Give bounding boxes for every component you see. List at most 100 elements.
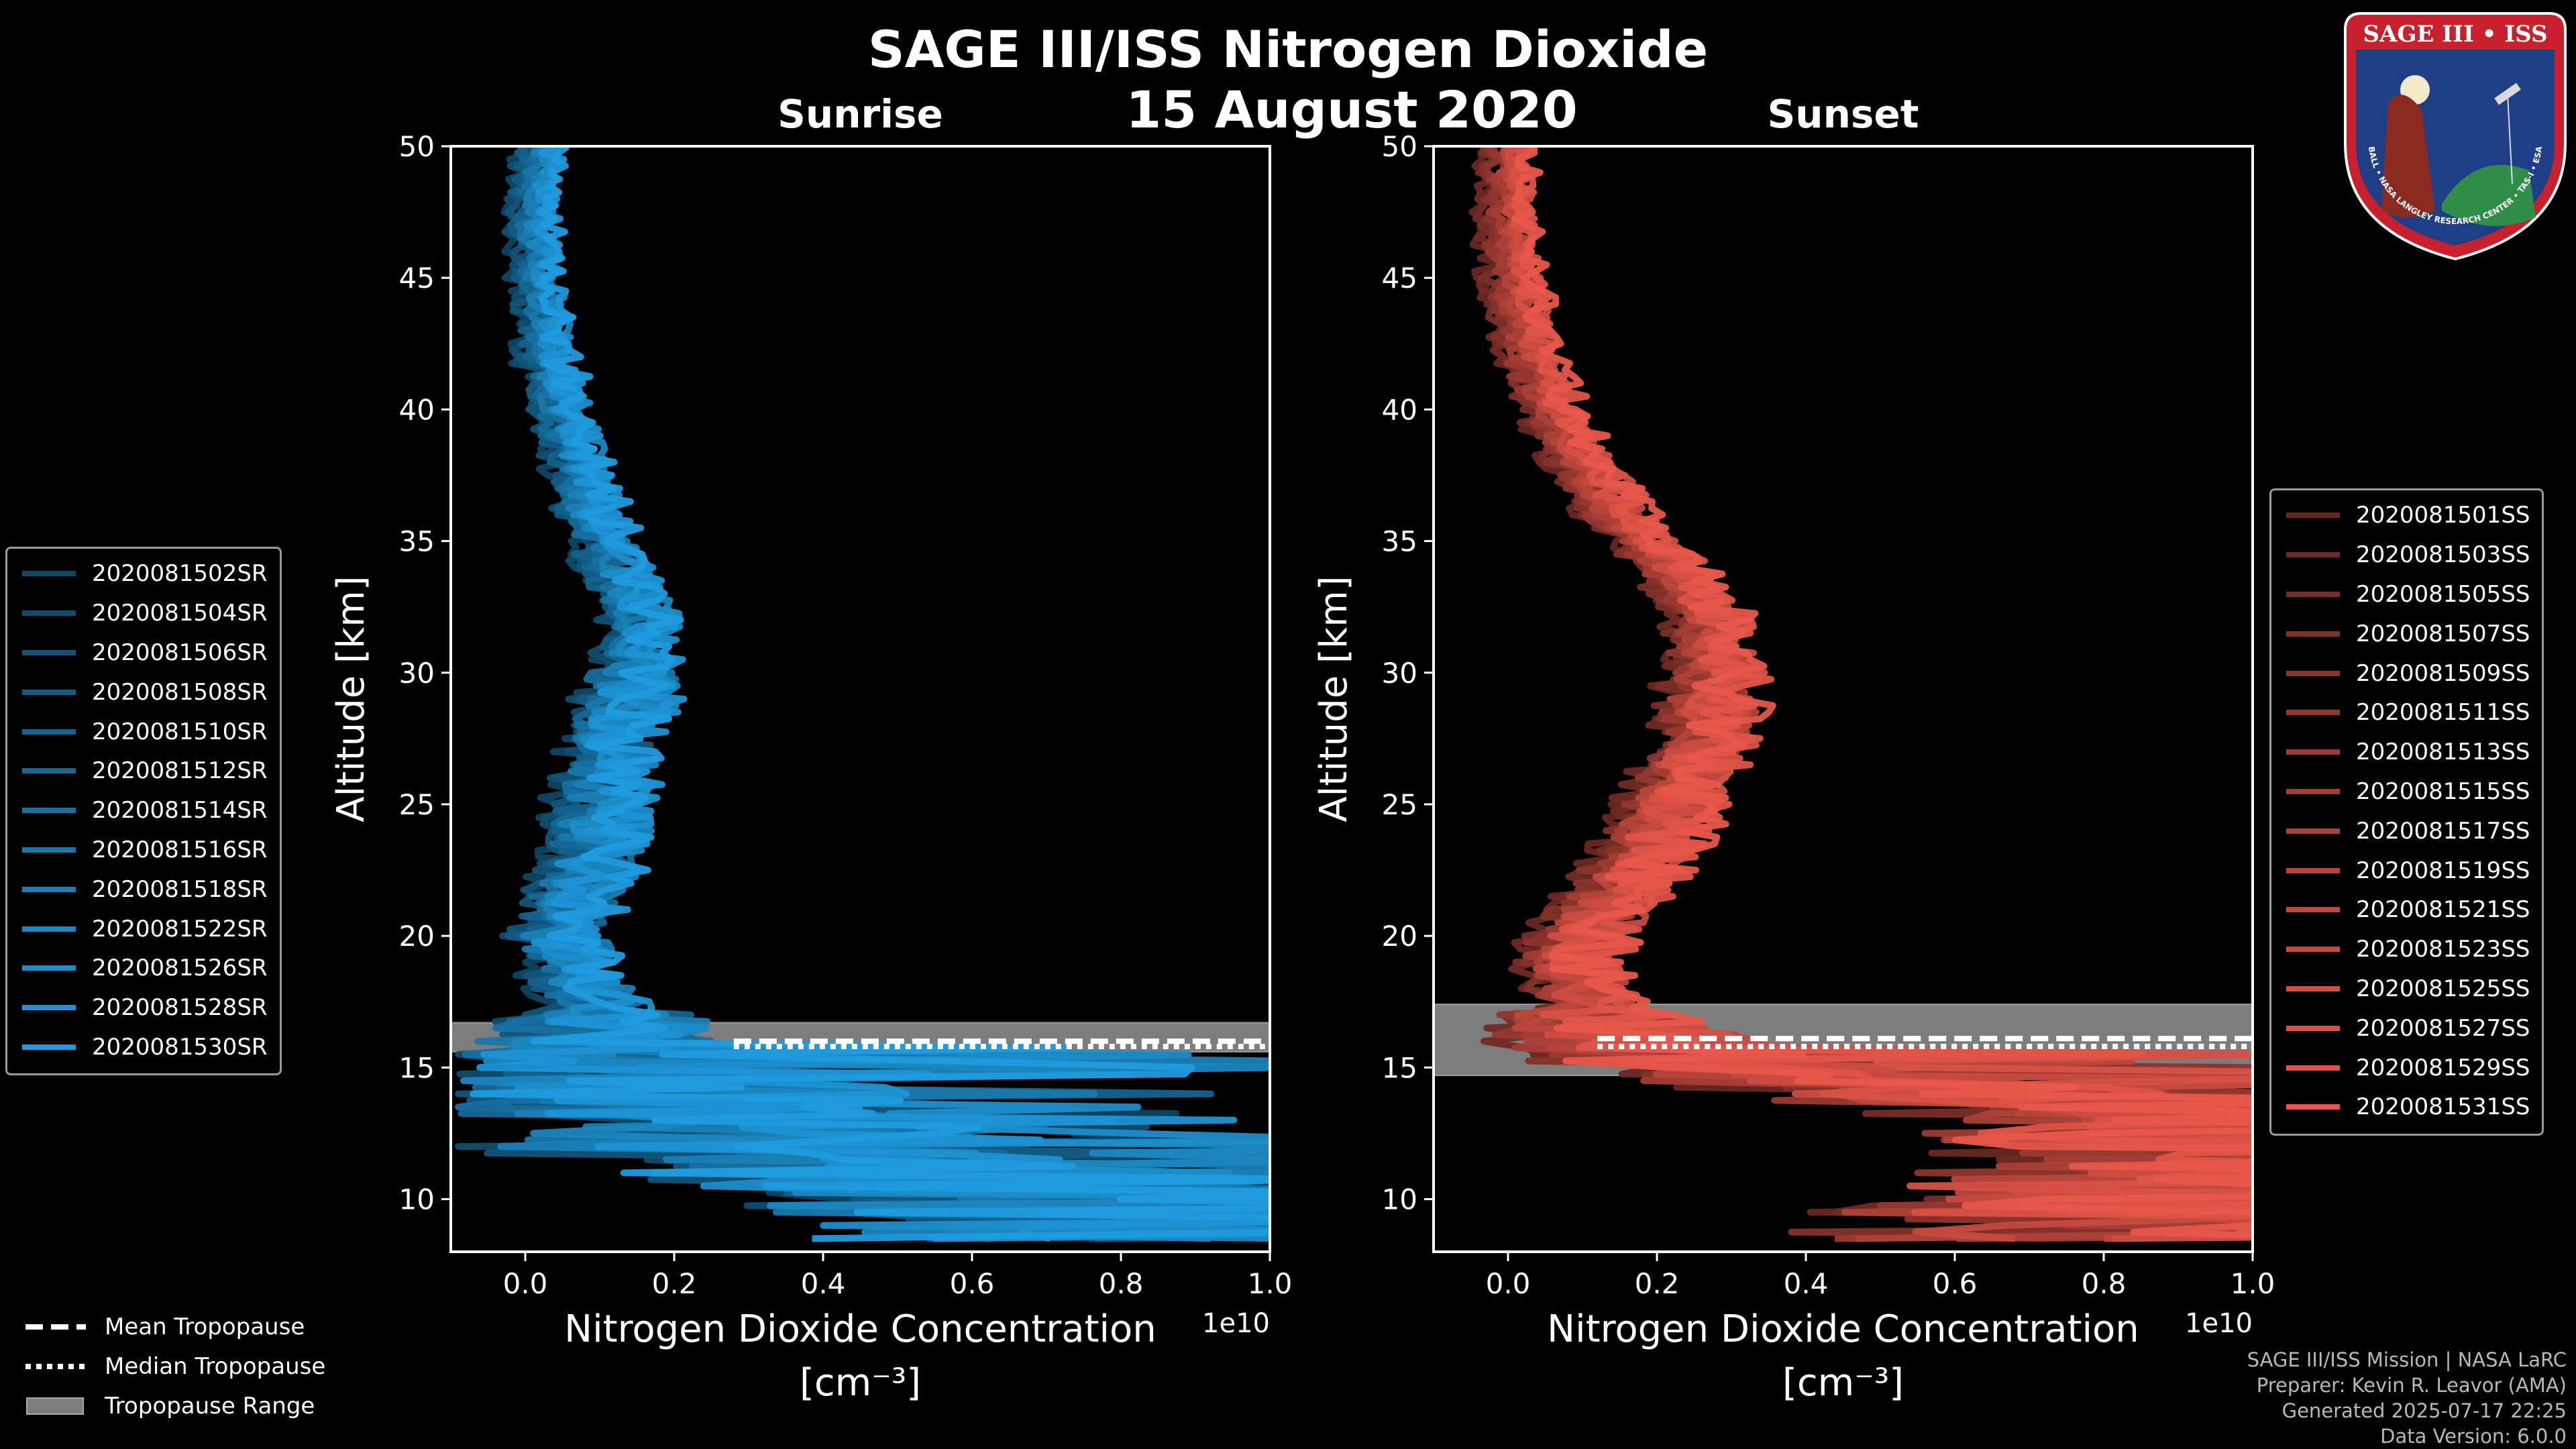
legend-label: 2020081526SR [92,955,268,982]
y-tick-label: 25 [1382,788,1417,821]
x-axis-label: Nitrogen Dioxide Concentration [564,1307,1157,1351]
legend-label: 2020081528SR [92,994,268,1022]
legend-entry: 2020081522SR [7,909,268,949]
legend-swatch [22,886,76,892]
legend-entry-median-tropopause: Median Tropopause [20,1346,325,1386]
legend-entry: 2020081519SS [2271,851,2530,890]
legend-label: 2020081522SR [92,915,268,943]
y-tick-label: 15 [399,1051,435,1084]
legend-label: 2020081509SS [2356,659,2530,687]
y-tick-label: 40 [1382,393,1417,426]
y-tick-label: 30 [399,657,435,690]
legend-swatch [2286,1025,2340,1031]
legend-label: 2020081529SS [2356,1054,2530,1081]
y-tick-label: 25 [399,788,435,821]
x-tick-label: 0.8 [2082,1267,2127,1300]
y-tick-label: 40 [399,393,435,426]
y-tick-label: 45 [399,262,435,294]
x-tick-label: 0.4 [801,1267,846,1300]
legend-entry: 2020081523SS [2271,930,2530,969]
plot-area [451,146,1270,1242]
legend-swatch [2286,670,2340,676]
legend-swatch [2286,907,2340,913]
legend-swatch [2286,947,2340,953]
legend-swatch [22,1005,76,1011]
tropopause-legend: Mean Tropopause Median Tropopause Tropop… [20,1307,325,1426]
legend-swatch [2286,985,2340,991]
legend-label: 2020081527SS [2356,1014,2530,1042]
x-tick-label: 0.8 [1099,1267,1144,1300]
legend-label: 2020081515SS [2356,777,2530,805]
profile-line-2020081531SS [1511,146,2253,1239]
profile-line-2020081522SR [460,146,1270,1242]
x-tick-label: 1.0 [1248,1267,1293,1300]
legend-swatch [22,965,76,971]
legend-label: 2020081530SR [92,1033,268,1061]
legend-entry: 2020081530SR [7,1028,268,1067]
legend-entry: 2020081501SS [2271,496,2530,535]
x-tick-label: 0.6 [950,1267,995,1300]
legend-label: 2020081501SS [2356,502,2530,529]
legend-entry: 2020081512SR [7,751,268,791]
legend-label: 2020081503SS [2356,541,2530,569]
y-tick-label: 10 [399,1183,435,1216]
legend-entry: 2020081509SS [2271,653,2530,693]
legend-label: 2020081513SS [2356,739,2530,766]
legend-label: 2020081523SS [2356,936,2530,963]
legend-swatch [2286,828,2340,834]
legend-label: 2020081518SR [92,875,268,903]
x-scale-label: 1e10 [2185,1308,2253,1339]
logo-title: SAGE III • ISS [2363,21,2547,48]
legend-entry: 2020081513SS [2271,733,2530,772]
sunrise-legend: 2020081502SR 2020081504SR 2020081506SR 2020… [5,547,282,1076]
legend-swatch [2286,749,2340,755]
legend-entry: 2020081508SR [7,672,268,712]
legend-label: Median Tropopause [105,1352,326,1380]
legend-swatch [22,1044,76,1050]
footer-line: Preparer: Kevin R. Leavor (AMA) [2256,1374,2567,1397]
legend-swatch [22,649,76,655]
legend-label: 2020081525SS [2356,975,2530,1002]
legend-swatch [2286,710,2340,716]
legend-swatch [2286,1065,2340,1071]
x-tick-label: 0.2 [652,1267,697,1300]
dashed-line-icon [25,1324,86,1330]
y-tick-label: 35 [1382,525,1417,558]
legend-entry: 2020081521SS [2271,890,2530,930]
legend-swatch [2286,552,2340,558]
footer-line: Data Version: 6.0.0 [2380,1425,2567,1448]
legend-entry: 2020081507SS [2271,614,2530,653]
legend-entry: 2020081525SS [2271,969,2530,1009]
y-tick-label: 35 [399,525,435,558]
x-tick-label: 0.6 [1933,1267,1978,1300]
legend-label: Mean Tropopause [105,1313,305,1340]
legend-swatch [22,808,76,814]
y-tick-label: 30 [1382,657,1417,690]
legend-entry: 2020081506SR [7,633,268,673]
sunrise-panel: Sunrise 10 15 20 25 30 35 40 45 50 0.0 0.2 0.4 0.6 0.8… [329,91,1293,1405]
legend-label: 2020081510SR [92,718,268,745]
legend-label: 2020081519SS [2356,857,2530,884]
legend-label: 2020081511SS [2356,699,2530,727]
legend-entry: 2020081527SS [2271,1008,2530,1048]
legend-swatch [22,847,76,853]
legend-label: 2020081514SR [92,797,268,824]
x-axis-unit: [cm⁻³] [800,1361,921,1405]
x-scale-label: 1e10 [1202,1308,1270,1339]
legend-label: 2020081516SR [92,836,268,863]
y-tick-label: 45 [1382,262,1417,294]
profile-line-2020081530SR [470,146,1270,1242]
y-tick-label: 20 [1382,920,1417,953]
legend-label: 2020081505SS [2356,580,2530,608]
sunset-panel: Sunset 10 15 20 25 30 35 40 45 50 0.0 0.2 0.4 0.6 0.8 1… [1312,91,2275,1405]
legend-entry-mean-tropopause: Mean Tropopause [20,1307,325,1346]
legend-swatch [22,926,76,932]
x-axis-label: Nitrogen Dioxide Concentration [1547,1307,2139,1351]
legend-swatch [22,729,76,735]
legend-entry: 2020081515SS [2271,772,2530,812]
legend-swatch [2286,631,2340,637]
legend-entry: 2020081528SR [7,988,268,1028]
axes-frame [449,145,1271,1253]
legend-label: 2020081508SR [92,678,268,706]
